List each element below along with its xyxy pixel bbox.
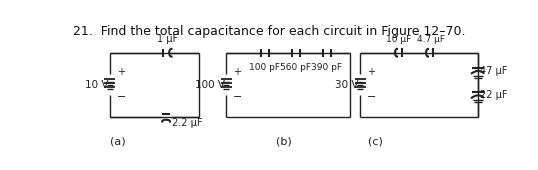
Text: −: − [233,92,243,102]
Text: 10 μF: 10 μF [386,35,412,44]
Text: +: + [233,67,241,77]
Text: 390 pF: 390 pF [312,63,342,72]
Text: 4.7 μF: 4.7 μF [417,35,445,44]
Text: 100 pF: 100 pF [250,63,280,72]
Text: 1 μF: 1 μF [157,33,178,44]
Text: +: + [117,67,125,77]
Text: 30 V: 30 V [335,80,359,90]
Text: 22 μF: 22 μF [480,90,508,100]
Text: (a): (a) [110,137,125,147]
Text: 560 pF: 560 pF [280,63,312,72]
Text: −: − [117,92,126,102]
Text: 47 μF: 47 μF [480,66,508,76]
Text: 21.  Find the total capacitance for each circuit in Figure 12–70.: 21. Find the total capacitance for each … [74,25,466,38]
Text: 100 V: 100 V [195,80,224,90]
Text: −: − [367,92,377,102]
Text: (b): (b) [277,137,292,147]
Text: +: + [367,67,375,77]
Text: 2.2 μF: 2.2 μF [172,118,203,128]
Text: 10 V: 10 V [85,80,108,90]
Text: (c): (c) [369,137,383,147]
